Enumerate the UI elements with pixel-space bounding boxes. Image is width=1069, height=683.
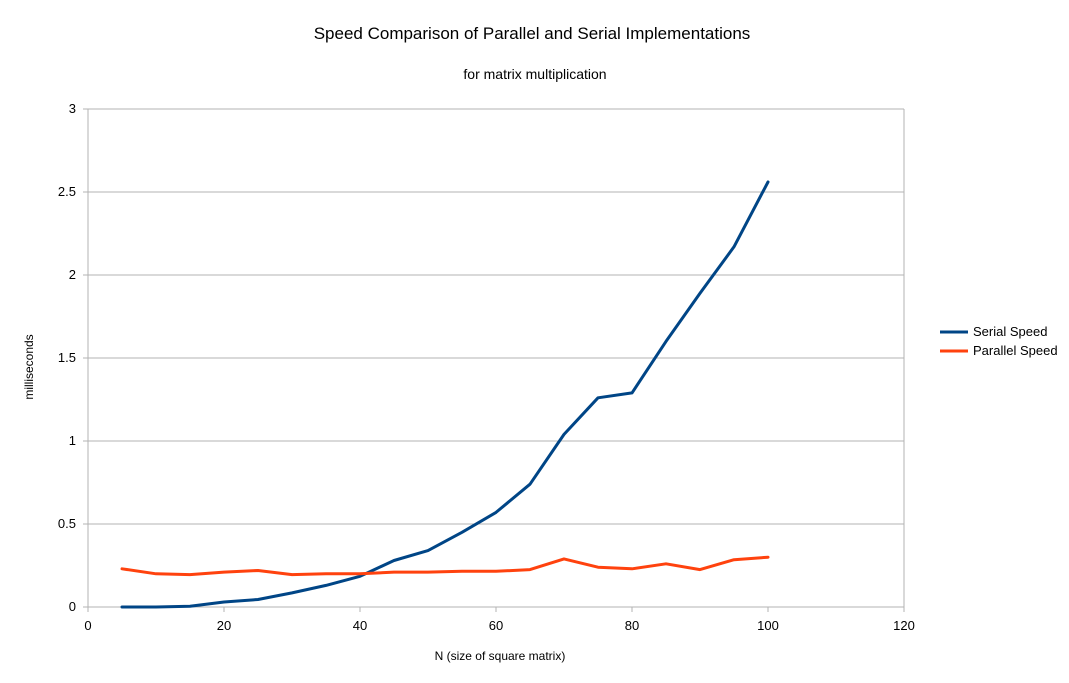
legend: Serial Speed Parallel Speed bbox=[940, 324, 1058, 358]
y-tick-label: 2.5 bbox=[58, 184, 76, 199]
series-line-serial-speed bbox=[120, 180, 770, 609]
y-tick-label: 2 bbox=[69, 267, 76, 282]
y-tick-label: 3 bbox=[69, 101, 76, 116]
y-tick-label: 0.5 bbox=[58, 516, 76, 531]
y-tick-label: 0 bbox=[69, 599, 76, 614]
series-line-parallel-speed bbox=[120, 555, 770, 577]
y-tick-label: 1 bbox=[69, 433, 76, 448]
series-lines bbox=[120, 180, 770, 609]
x-tick-label: 80 bbox=[625, 618, 639, 633]
x-tick-label: 60 bbox=[489, 618, 503, 633]
x-tick-label: 120 bbox=[893, 618, 915, 633]
chart-title: Speed Comparison of Parallel and Serial … bbox=[314, 24, 751, 43]
axes bbox=[83, 108, 905, 612]
x-tick-label: 0 bbox=[84, 618, 91, 633]
chart-subtitle: for matrix multiplication bbox=[463, 66, 606, 82]
grid-lines bbox=[88, 108, 904, 608]
x-tick-label: 100 bbox=[757, 618, 779, 633]
y-axis-label: milliseconds bbox=[22, 334, 36, 399]
x-tick-label: 40 bbox=[353, 618, 367, 633]
legend-label-serial-speed: Serial Speed bbox=[973, 324, 1047, 339]
x-tick-labels: 0 20 40 60 80 100 120 bbox=[84, 618, 914, 633]
legend-label-parallel-speed: Parallel Speed bbox=[973, 343, 1058, 358]
y-tick-labels: 0 0.5 1 1.5 2 2.5 3 bbox=[58, 101, 76, 614]
y-tick-label: 1.5 bbox=[58, 350, 76, 365]
x-tick-label: 20 bbox=[217, 618, 231, 633]
x-axis-label: N (size of square matrix) bbox=[435, 649, 566, 663]
